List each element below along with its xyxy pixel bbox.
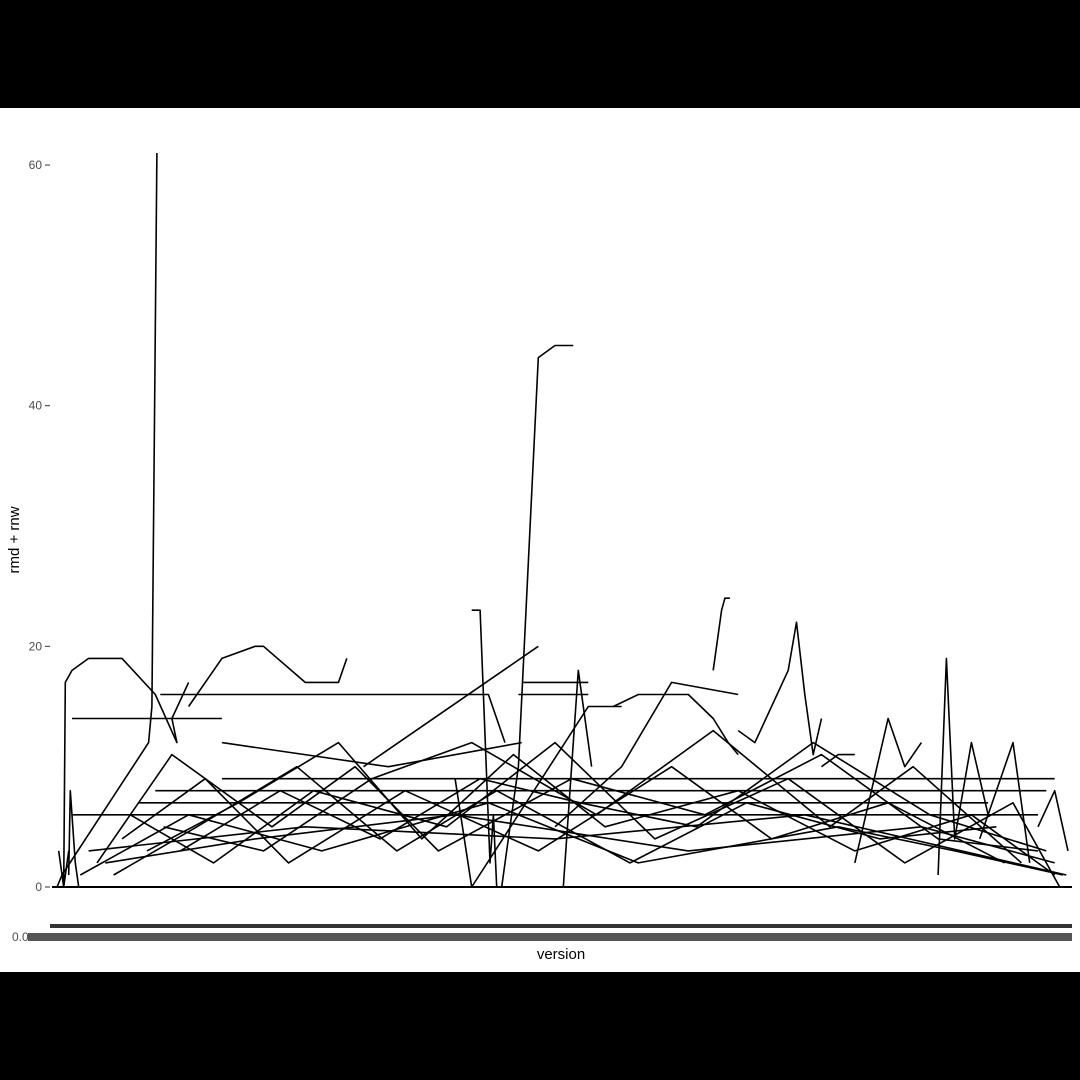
x-axis-tick-band [50,924,1072,928]
series-line-30 [146,741,1056,876]
series-line-18 [937,657,989,876]
y-tick-label-1: 20 [29,639,43,653]
series-line-16 [821,753,855,768]
y-axis: 0 20 40 60 [29,158,50,894]
x-tick-label-first: 0.0 [12,930,29,944]
series-line-2 [187,645,348,707]
series-line-20 [1037,789,1069,852]
x-axis: 0.0 [12,924,1072,944]
y-axis-title: rmd + rnw [6,506,23,573]
y-tick-label-2: 40 [29,399,43,413]
series-line-15 [737,621,823,756]
series-line-14 [712,597,730,671]
series-line-12 [554,681,739,828]
series-line-0 [56,152,158,888]
x-axis-title: version [537,946,585,963]
line-chart: 0 20 40 60 0.0 version rmd + rnw [6,152,1072,963]
series-line-5 [221,741,522,768]
series-line-4 [160,693,506,743]
series-line-25 [88,813,1067,876]
series-line-28 [121,765,1006,864]
series-line-33 [113,765,997,876]
y-tick-label-3: 60 [29,158,43,172]
series-line-36 [67,789,80,888]
series-line-29 [96,753,1039,864]
series-layer [52,152,1072,888]
chart-panel: 0 20 40 60 0.0 version rmd + rnw [0,108,1080,972]
series-line-32 [129,741,1061,888]
series-line-7 [454,705,622,888]
series-line-34 [179,741,1047,852]
series-line-13 [612,693,739,756]
y-tick-label-0: 0 [35,880,42,894]
series-line-27 [79,801,1064,876]
series-line-6 [363,645,539,768]
series-line-1 [62,657,190,888]
x-axis-tick-label-band [28,933,1072,941]
